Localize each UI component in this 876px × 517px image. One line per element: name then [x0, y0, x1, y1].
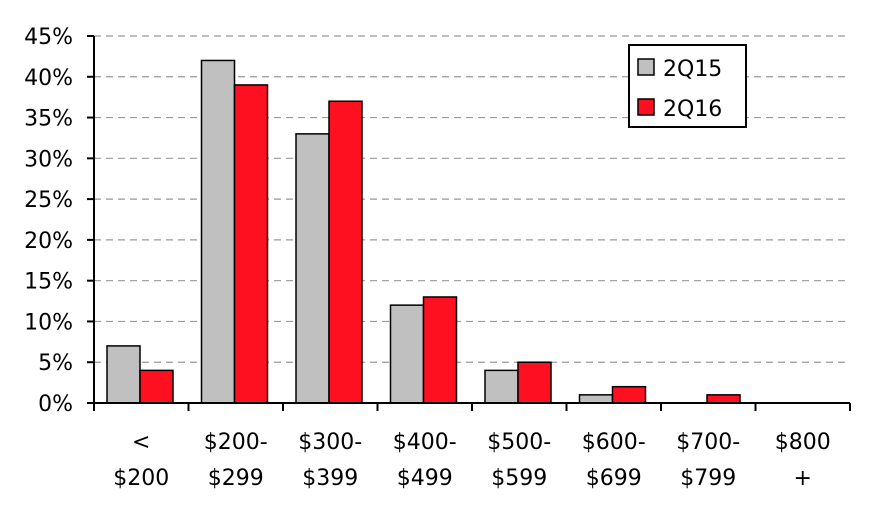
bars: [106, 59, 741, 404]
y-tick-labels: 0% 5% 10% 15% 20% 25% 30% 35% 40% 45%: [24, 25, 73, 417]
x-category-label: $200-: [204, 430, 268, 455]
bar-2q15-1: [200, 59, 236, 404]
legend-swatch-2q15: [637, 58, 655, 76]
bar-2q16-0: [139, 369, 174, 404]
x-category-label: $800: [775, 430, 831, 455]
x-category-label: $499: [397, 466, 453, 491]
x-category-label: $299: [208, 466, 264, 491]
bar-2q15-4: [484, 369, 519, 404]
x-category-label: $300-: [298, 430, 362, 455]
bar-2q15-5: [578, 394, 614, 404]
legend-label-2q16: 2Q16: [663, 97, 722, 122]
x-category-label: $500-: [487, 430, 551, 455]
legend-swatch-2q16: [637, 98, 655, 116]
bar-2q15-3: [389, 304, 425, 404]
bar-2q16-2: [328, 100, 363, 404]
x-category-label: $799: [680, 466, 736, 491]
x-category-label: $699: [586, 466, 642, 491]
bar-2q16-6: [706, 394, 741, 404]
y-tick-label: 40%: [24, 66, 73, 91]
x-category-label: +: [794, 466, 812, 491]
y-tick-label: 5%: [38, 351, 73, 376]
y-tick-label: 35%: [24, 107, 73, 132]
x-category-labels: < $200 $200- $299 $300- $399 $400- $499 $500- $59…: [113, 430, 831, 491]
y-tick-label: 30%: [24, 147, 73, 172]
x-category-label: $200: [113, 466, 169, 491]
bar-2q15-2: [295, 133, 330, 404]
y-tick-label: 45%: [24, 25, 73, 50]
y-tick-label: 15%: [24, 270, 73, 295]
x-category-label: $600-: [582, 430, 646, 455]
bar-2q16-5: [611, 385, 647, 404]
bar-2q16-1: [233, 84, 269, 404]
x-category-label: $700-: [676, 430, 740, 455]
y-tick-label: 25%: [24, 188, 73, 213]
x-category-label: $599: [491, 466, 547, 491]
x-category-label: $400-: [393, 430, 457, 455]
bar-2q15-0: [106, 345, 141, 404]
x-category-label: <: [132, 430, 150, 455]
y-tick-label: 0%: [38, 392, 73, 417]
legend-label-2q15: 2Q15: [663, 57, 722, 82]
x-category-label: $399: [302, 466, 358, 491]
bar-2q16-3: [422, 296, 458, 404]
bar-2q16-4: [517, 361, 552, 404]
axes: [87, 35, 851, 411]
y-tick-label: 10%: [24, 310, 73, 335]
y-tick-label: 20%: [24, 229, 73, 254]
legend: 2Q15 2Q16: [628, 44, 747, 128]
